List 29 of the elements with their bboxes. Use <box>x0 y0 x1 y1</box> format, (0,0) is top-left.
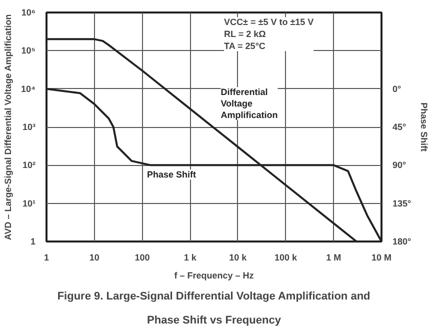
y-tick-label: 10⁴ <box>21 84 36 94</box>
series-label: Phase Shift <box>147 170 196 180</box>
y-tick-label: 10¹ <box>22 198 36 208</box>
x-tick-label: 10 k <box>229 252 248 262</box>
x-tick-label: 100 <box>134 252 150 262</box>
series-label: Differential Voltage Amplification <box>220 87 278 120</box>
x-axis-title: f – Frequency – Hz <box>174 270 254 280</box>
y-axis-title: AVD – Large-Signal Differential Voltage Amplification <box>3 14 14 240</box>
x-tick-label: 10 <box>89 252 100 262</box>
y-tick-label: 1 <box>30 236 36 246</box>
annotation: VCC± = ±5 V to ±15 V <box>224 17 314 28</box>
y-tick-label: 10⁶ <box>21 8 36 18</box>
y2-tick-label: 45° <box>392 122 407 132</box>
y2-tick-label: 180° <box>392 236 412 246</box>
y-tick-label: 10³ <box>22 122 36 132</box>
x-tick-label: 10 M <box>371 252 392 262</box>
y2-axis-title: Phase Shift <box>419 102 430 152</box>
annotation: RL = 2 kΩ <box>224 29 266 40</box>
x-tick-label: 1 k <box>184 252 198 262</box>
y2-tick-label: 0° <box>392 84 402 94</box>
x-tick-label: 100 k <box>274 252 298 262</box>
x-tick-label: 1 <box>44 252 50 262</box>
x-tick-label: 1 M <box>326 252 342 262</box>
y-tick-label: 10⁵ <box>21 46 36 56</box>
text: Figure 9. Large-Signal Differential Voltage Amplification and Phase Shift vs Frequency <box>57 290 370 326</box>
y2-tick-label: 90° <box>392 160 407 170</box>
y2-tick-label: 135° <box>392 198 412 208</box>
y-tick-label: 10² <box>22 160 36 170</box>
annotation: TA = 25°C <box>224 41 266 52</box>
